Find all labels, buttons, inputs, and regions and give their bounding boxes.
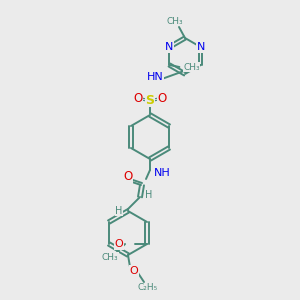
Text: O: O — [130, 266, 138, 276]
Text: HN: HN — [147, 72, 164, 82]
Text: CH₃: CH₃ — [102, 253, 118, 262]
Text: CH₃: CH₃ — [183, 62, 200, 71]
Text: O: O — [115, 239, 123, 249]
Text: C₂H₅: C₂H₅ — [138, 284, 158, 292]
Text: O: O — [158, 92, 166, 106]
Text: O: O — [134, 92, 142, 106]
Text: S: S — [146, 94, 154, 106]
Text: N: N — [196, 42, 205, 52]
Text: CH₃: CH₃ — [167, 16, 183, 26]
Text: H: H — [115, 206, 123, 216]
Text: H: H — [145, 190, 153, 200]
Text: O: O — [123, 170, 133, 184]
Text: N: N — [165, 42, 174, 52]
Text: NH: NH — [154, 168, 170, 178]
